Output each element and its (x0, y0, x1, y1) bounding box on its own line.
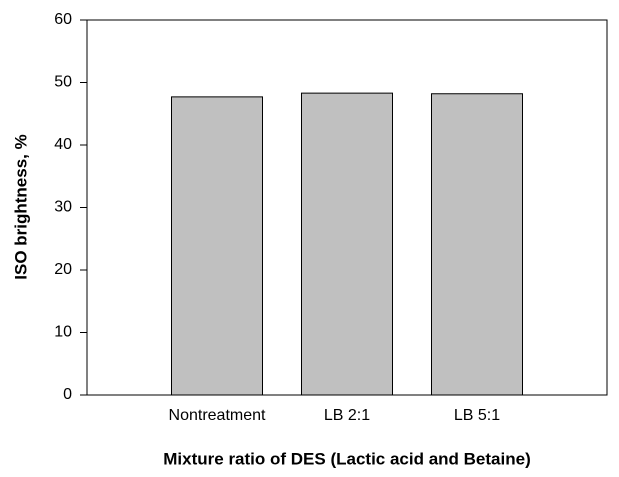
bar (171, 96, 263, 396)
y-tick-label: 50 (54, 74, 72, 91)
bar (301, 92, 393, 396)
x-tick-label: LB 5:1 (454, 407, 500, 424)
x-axis-title: Mixture ratio of DES (Lactic acid and Be… (163, 449, 530, 468)
y-tick-label: 20 (54, 261, 72, 278)
y-tick-label: 60 (54, 11, 72, 28)
bar (431, 93, 523, 396)
y-tick-label: 0 (63, 386, 72, 403)
y-tick-label: 10 (54, 324, 72, 341)
y-axis-title: ISO brightness, % (11, 134, 30, 279)
x-tick-label: LB 2:1 (324, 407, 370, 424)
x-tick-label: Nontreatment (169, 407, 266, 424)
y-tick-label: 40 (54, 136, 72, 153)
y-tick-label: 30 (54, 199, 72, 216)
